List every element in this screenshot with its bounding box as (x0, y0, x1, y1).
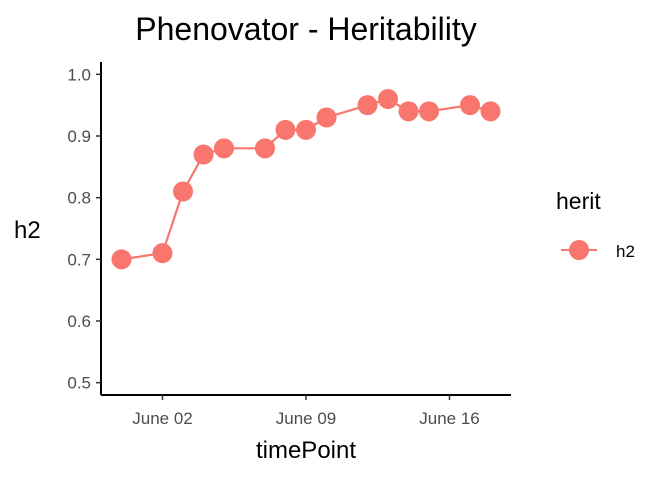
data-point (193, 144, 214, 165)
legend: herit h2 (556, 188, 635, 261)
axes: 0.5 0.6 0.7 0.8 0.9 1.0 June 02 June 09 June 16 (67, 62, 511, 428)
data-point-layer (111, 89, 501, 270)
legend-label-h2: h2 (616, 242, 635, 261)
data-point (111, 249, 132, 270)
x-tick-label: June 09 (276, 409, 337, 428)
y-tick-label: 0.9 (67, 127, 91, 146)
data-point (296, 119, 316, 140)
data-point (398, 101, 419, 122)
x-axis-title: timePoint (256, 437, 356, 464)
x-tick-label: June 16 (419, 409, 480, 428)
data-point (275, 119, 296, 140)
data-point (460, 95, 480, 116)
y-tick-label: 0.5 (67, 374, 91, 393)
y-tick-label: 0.8 (67, 189, 91, 208)
chart-title: Phenovator - Heritability (135, 11, 476, 47)
data-point (255, 138, 275, 159)
data-point (419, 101, 439, 122)
y-tick-label: 0.7 (67, 250, 91, 269)
data-point (480, 101, 501, 122)
data-point (152, 243, 173, 264)
series-line-segment (161, 191, 185, 254)
data-point (378, 89, 398, 109)
data-point (173, 181, 193, 202)
data-point (214, 138, 234, 159)
data-point (357, 95, 378, 116)
legend-key-point (569, 240, 589, 260)
y-axis-title: h2 (14, 217, 41, 244)
x-tick-label: June 02 (132, 409, 193, 428)
data-point (316, 107, 337, 128)
y-tick-label: 0.6 (67, 312, 91, 331)
legend-title: herit (556, 188, 601, 214)
y-tick-label: 1.0 (67, 65, 91, 84)
